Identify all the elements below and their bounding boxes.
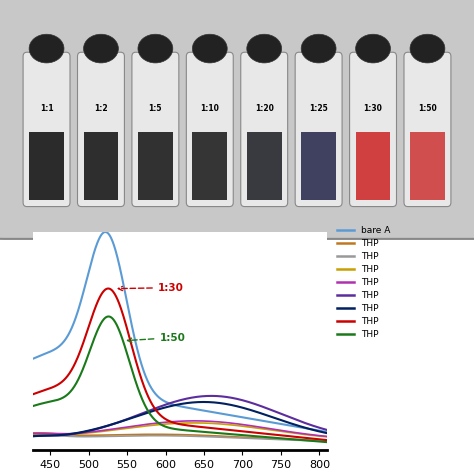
Ellipse shape [410, 34, 445, 63]
Text: 1:25: 1:25 [309, 104, 328, 113]
Bar [83, 132, 118, 200]
Ellipse shape [138, 34, 173, 63]
FancyBboxPatch shape [186, 52, 233, 207]
Bar [301, 132, 336, 200]
Text: 1:2: 1:2 [94, 104, 108, 113]
Bar [410, 132, 445, 200]
Bar [29, 132, 64, 200]
Ellipse shape [29, 34, 64, 63]
Ellipse shape [301, 34, 336, 63]
FancyBboxPatch shape [404, 52, 451, 207]
FancyBboxPatch shape [241, 52, 288, 207]
Text: 1:10: 1:10 [201, 104, 219, 113]
Text: 1:30: 1:30 [364, 104, 383, 113]
Bar [138, 132, 173, 200]
Ellipse shape [356, 34, 391, 63]
Ellipse shape [83, 34, 118, 63]
Bar [247, 132, 282, 200]
FancyBboxPatch shape [295, 52, 342, 207]
Ellipse shape [192, 34, 227, 63]
Text: 1:50: 1:50 [418, 104, 437, 113]
Ellipse shape [247, 34, 282, 63]
Text: 1:20: 1:20 [255, 104, 273, 113]
Text: 1:30: 1:30 [118, 283, 184, 292]
FancyBboxPatch shape [350, 52, 396, 207]
FancyBboxPatch shape [132, 52, 179, 207]
Legend: bare A, THP, THP, THP, THP, THP, THP, THP, THP: bare A, THP, THP, THP, THP, THP, THP, TH… [337, 226, 390, 339]
FancyBboxPatch shape [0, 0, 474, 239]
Text: 1:5: 1:5 [149, 104, 162, 113]
Bar [356, 132, 391, 200]
FancyBboxPatch shape [78, 52, 124, 207]
Text: 1:1: 1:1 [40, 104, 54, 113]
Bar [192, 132, 227, 200]
Text: 1:50: 1:50 [128, 333, 185, 343]
FancyBboxPatch shape [23, 52, 70, 207]
